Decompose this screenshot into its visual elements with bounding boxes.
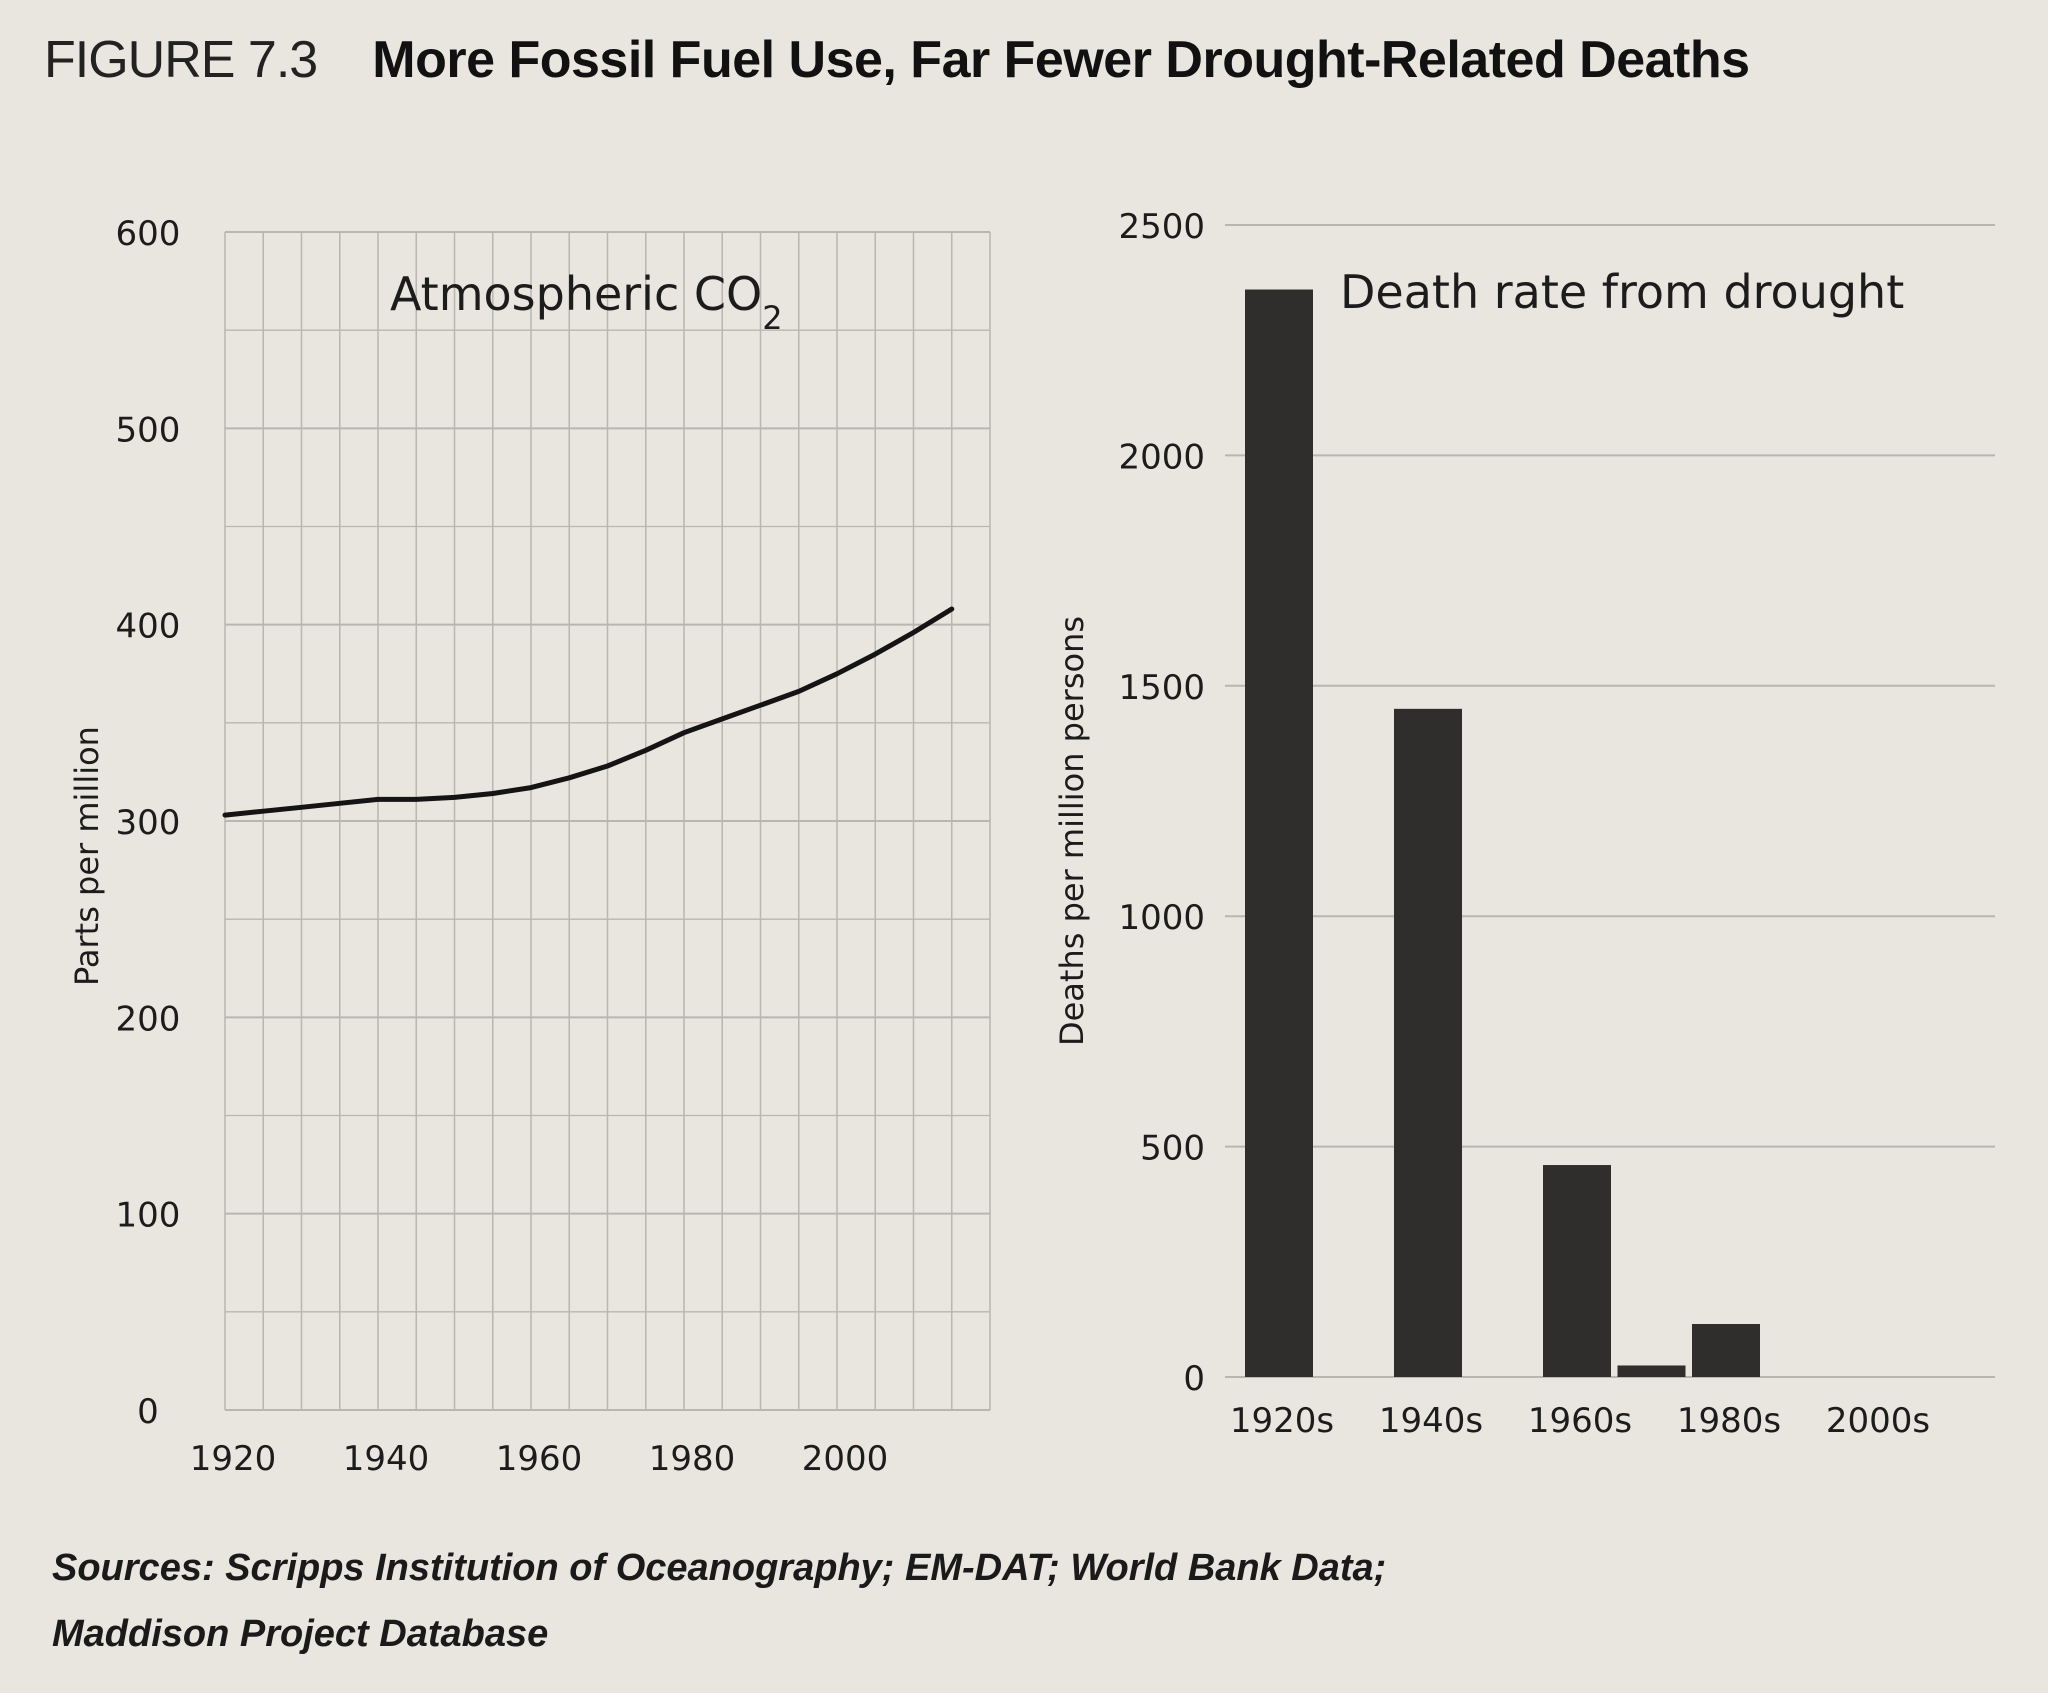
co2-y-tick-label: 400 bbox=[116, 607, 181, 647]
figure-title: More Fossil Fuel Use, Far Fewer Drought-… bbox=[372, 31, 1750, 89]
co2-x-tick-label: 1940 bbox=[343, 1439, 430, 1479]
drought-y-tick-label: 1500 bbox=[1118, 668, 1205, 708]
drought-y-axis-label: Deaths per million persons bbox=[1053, 616, 1091, 1046]
co2-x-tick-label: 2000 bbox=[802, 1439, 889, 1479]
co2-chart: 0 100 200 300 400 500 600 1920 1940 1960 1980 2000 P… bbox=[68, 214, 991, 1479]
drought-chart-title: Death rate from drought bbox=[1340, 265, 1904, 319]
co2-series-line bbox=[222, 606, 955, 818]
drought-x-tick-label: 1920s bbox=[1230, 1401, 1334, 1441]
co2-y-tick-label: 100 bbox=[116, 1196, 181, 1236]
drought-x-tick-label: 1940s bbox=[1379, 1401, 1483, 1441]
figure-header: FIGURE 7.3 More Fossil Fuel Use, Far Few… bbox=[44, 30, 1750, 90]
drought-bar bbox=[1692, 1324, 1760, 1377]
co2-y-tick-label: 600 bbox=[116, 214, 181, 254]
co2-x-tick-label: 1960 bbox=[496, 1439, 583, 1479]
drought-bar bbox=[1543, 1165, 1611, 1377]
co2-y-tick-label: 200 bbox=[116, 999, 181, 1039]
co2-x-tick-label: 1920 bbox=[190, 1439, 277, 1479]
co2-y-tick-label: 0 bbox=[137, 1392, 159, 1432]
co2-x-tick-label: 1980 bbox=[649, 1439, 736, 1479]
drought-y-tick-label: 1000 bbox=[1118, 898, 1205, 938]
drought-bar bbox=[1245, 289, 1313, 1378]
sources-line-1: Sources: Scripps Institution of Oceanogr… bbox=[52, 1547, 1387, 1589]
co2-y-tick-label: 500 bbox=[116, 410, 181, 450]
co2-y-tick-label: 300 bbox=[116, 803, 181, 843]
figure-label: FIGURE 7.3 bbox=[44, 31, 318, 89]
drought-chart: 0 500 1000 1500 2000 2500 Deaths per million p… bbox=[1053, 207, 1995, 1441]
co2-y-axis-label: Parts per million bbox=[68, 726, 106, 986]
co2-chart-title: Atmospheric CO2 bbox=[390, 267, 783, 337]
drought-y-tick-label: 2500 bbox=[1118, 207, 1205, 247]
drought-y-tick-label: 0 bbox=[1183, 1359, 1205, 1399]
drought-y-tick-label: 2000 bbox=[1118, 437, 1205, 477]
sources-line-2: Maddison Project Database bbox=[52, 1613, 549, 1655]
drought-y-tick-label: 500 bbox=[1140, 1129, 1205, 1169]
drought-x-tick-label: 1960s bbox=[1528, 1401, 1632, 1441]
drought-bar bbox=[1394, 708, 1462, 1377]
drought-bar bbox=[1617, 1365, 1686, 1377]
sources-note: Sources: Scripps Institution of Oceanogr… bbox=[52, 1535, 1386, 1667]
drought-x-tick-label: 1980s bbox=[1677, 1401, 1781, 1441]
drought-x-tick-label: 2000s bbox=[1826, 1401, 1930, 1441]
